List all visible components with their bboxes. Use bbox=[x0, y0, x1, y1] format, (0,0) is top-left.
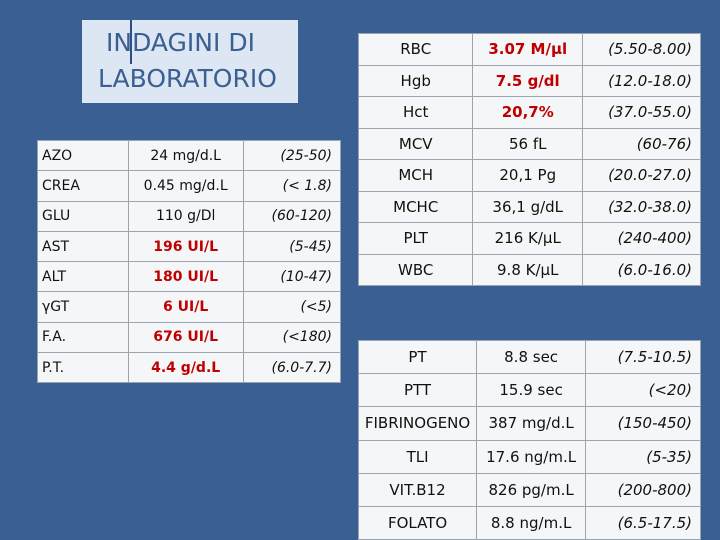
title-cursor-bar bbox=[130, 20, 132, 64]
test-name: FOLATO bbox=[357, 505, 478, 540]
test-value: 6 UI/L bbox=[127, 291, 244, 323]
test-name: TLI bbox=[357, 439, 478, 474]
test-name: PTT bbox=[357, 373, 478, 408]
test-name: Hct bbox=[357, 96, 474, 129]
test-value: 216 K/μL bbox=[472, 222, 584, 255]
reference-range: (< 1.8) bbox=[242, 170, 342, 202]
table-row: RBC 3.07 M/μl (5.50-8.00) bbox=[357, 33, 701, 66]
table-row: FOLATO 8.8 ng/m.L (6.5-17.5) bbox=[357, 505, 701, 540]
reference-range: (10-47) bbox=[242, 261, 342, 293]
test-value: 8.8 sec bbox=[476, 339, 587, 375]
test-name: WBC bbox=[357, 253, 474, 286]
reference-range: (<180) bbox=[242, 321, 342, 354]
table-row: MCV 56 fL (60-76) bbox=[357, 127, 701, 160]
table-row: PTT 15.9 sec (<20) bbox=[357, 373, 701, 408]
test-value: 180 UI/L bbox=[127, 261, 244, 293]
reference-range: (<20) bbox=[585, 373, 701, 408]
test-name: CREA bbox=[37, 170, 129, 202]
test-name: VIT.B12 bbox=[357, 472, 478, 507]
reference-range: (6.5-17.5) bbox=[585, 505, 701, 540]
test-value: 15.9 sec bbox=[476, 373, 587, 408]
test-value: 20,7% bbox=[472, 96, 584, 129]
coagulation-table: PT 8.8 sec (7.5-10.5) PTT 15.9 sec (<20) FIBRI… bbox=[357, 339, 701, 540]
test-name: PLT bbox=[357, 222, 474, 255]
reference-range: (20.0-27.0) bbox=[582, 159, 701, 192]
test-value: 20,1 Pg bbox=[472, 159, 584, 192]
chemistry-table: AZO 24 mg/d.L (25-50) CREA 0.45 mg/d.L (< 1.8… bbox=[37, 139, 342, 384]
test-value: 3.07 M/μl bbox=[472, 33, 584, 66]
reference-range: (5.50-8.00) bbox=[582, 33, 701, 66]
reference-range: (12.0-18.0) bbox=[582, 64, 701, 97]
test-value: 7.5 g/dl bbox=[472, 64, 584, 97]
test-name: MCV bbox=[357, 127, 474, 160]
table-row: MCHC 36,1 g/dL (32.0-38.0) bbox=[357, 190, 701, 223]
table-row: GLU 110 g/Dl (60-120) bbox=[37, 200, 342, 232]
table-row: TLI 17.6 ng/m.L (5-35) bbox=[357, 439, 701, 474]
reference-range: (150-450) bbox=[585, 406, 701, 441]
page-title-line1: INDAGINI DI bbox=[106, 28, 255, 57]
test-value: 826 pg/m.L bbox=[476, 472, 587, 507]
test-name: MCHC bbox=[357, 190, 474, 223]
table-row: Hgb 7.5 g/dl (12.0-18.0) bbox=[357, 64, 701, 97]
title-box: INDAGINI DI LABORATORIO bbox=[82, 20, 298, 103]
table-row: FIBRINOGENO 387 mg/d.L (150-450) bbox=[357, 406, 701, 441]
test-name: GLU bbox=[37, 200, 129, 232]
table-row: AST 196 UI/L (5-45) bbox=[37, 230, 342, 263]
reference-range: (6.0-7.7) bbox=[242, 352, 342, 384]
test-name: Hgb bbox=[357, 64, 474, 97]
test-value: 24 mg/d.L bbox=[127, 139, 244, 172]
table-row: γGT 6 UI/L (<5) bbox=[37, 291, 342, 323]
table-row: AZO 24 mg/d.L (25-50) bbox=[37, 139, 342, 172]
reference-range: (5-45) bbox=[242, 230, 342, 263]
table-row: F.A. 676 UI/L (<180) bbox=[37, 321, 342, 354]
test-value: 8.8 ng/m.L bbox=[476, 505, 587, 540]
page-title-line2: LABORATORIO bbox=[98, 64, 277, 93]
table-row: PLT 216 K/μL (240-400) bbox=[357, 222, 701, 255]
test-name: RBC bbox=[357, 33, 474, 66]
table-row: CREA 0.45 mg/d.L (< 1.8) bbox=[37, 170, 342, 202]
reference-range: (25-50) bbox=[242, 139, 342, 172]
test-value: 387 mg/d.L bbox=[476, 406, 587, 441]
table-row: Hct 20,7% (37.0-55.0) bbox=[357, 96, 701, 129]
test-value: 110 g/Dl bbox=[127, 200, 244, 232]
table-row: MCH 20,1 Pg (20.0-27.0) bbox=[357, 159, 701, 192]
test-name: MCH bbox=[357, 159, 474, 192]
test-name: γGT bbox=[37, 291, 129, 323]
test-value: 196 UI/L bbox=[127, 230, 244, 263]
table-row: WBC 9.8 K/μL (6.0-16.0) bbox=[357, 253, 701, 286]
table-row: PT 8.8 sec (7.5-10.5) bbox=[357, 339, 701, 375]
table-row: P.T. 4.4 g/d.L (6.0-7.7) bbox=[37, 352, 342, 384]
test-value: 0.45 mg/d.L bbox=[127, 170, 244, 202]
test-name: PT bbox=[357, 339, 478, 375]
test-value: 56 fL bbox=[472, 127, 584, 160]
test-name: ALT bbox=[37, 261, 129, 293]
blood-count-table: RBC 3.07 M/μl (5.50-8.00) Hgb 7.5 g/dl (12.0-… bbox=[357, 33, 701, 286]
reference-range: (60-120) bbox=[242, 200, 342, 232]
test-value: 9.8 K/μL bbox=[472, 253, 584, 286]
reference-range: (32.0-38.0) bbox=[582, 190, 701, 223]
table-row: ALT 180 UI/L (10-47) bbox=[37, 261, 342, 293]
reference-range: (200-800) bbox=[585, 472, 701, 507]
test-name: F.A. bbox=[37, 321, 129, 354]
reference-range: (5-35) bbox=[585, 439, 701, 474]
reference-range: (37.0-55.0) bbox=[582, 96, 701, 129]
reference-range: (7.5-10.5) bbox=[585, 339, 701, 375]
test-value: 676 UI/L bbox=[127, 321, 244, 354]
test-name: P.T. bbox=[37, 352, 129, 384]
reference-range: (240-400) bbox=[582, 222, 701, 255]
test-value: 4.4 g/d.L bbox=[127, 352, 244, 384]
test-name: AZO bbox=[37, 139, 129, 172]
test-name: FIBRINOGENO bbox=[357, 406, 478, 441]
test-value: 17.6 ng/m.L bbox=[476, 439, 587, 474]
reference-range: (60-76) bbox=[582, 127, 701, 160]
reference-range: (6.0-16.0) bbox=[582, 253, 701, 286]
reference-range: (<5) bbox=[242, 291, 342, 323]
test-value: 36,1 g/dL bbox=[472, 190, 584, 223]
table-row: VIT.B12 826 pg/m.L (200-800) bbox=[357, 472, 701, 507]
test-name: AST bbox=[37, 230, 129, 263]
